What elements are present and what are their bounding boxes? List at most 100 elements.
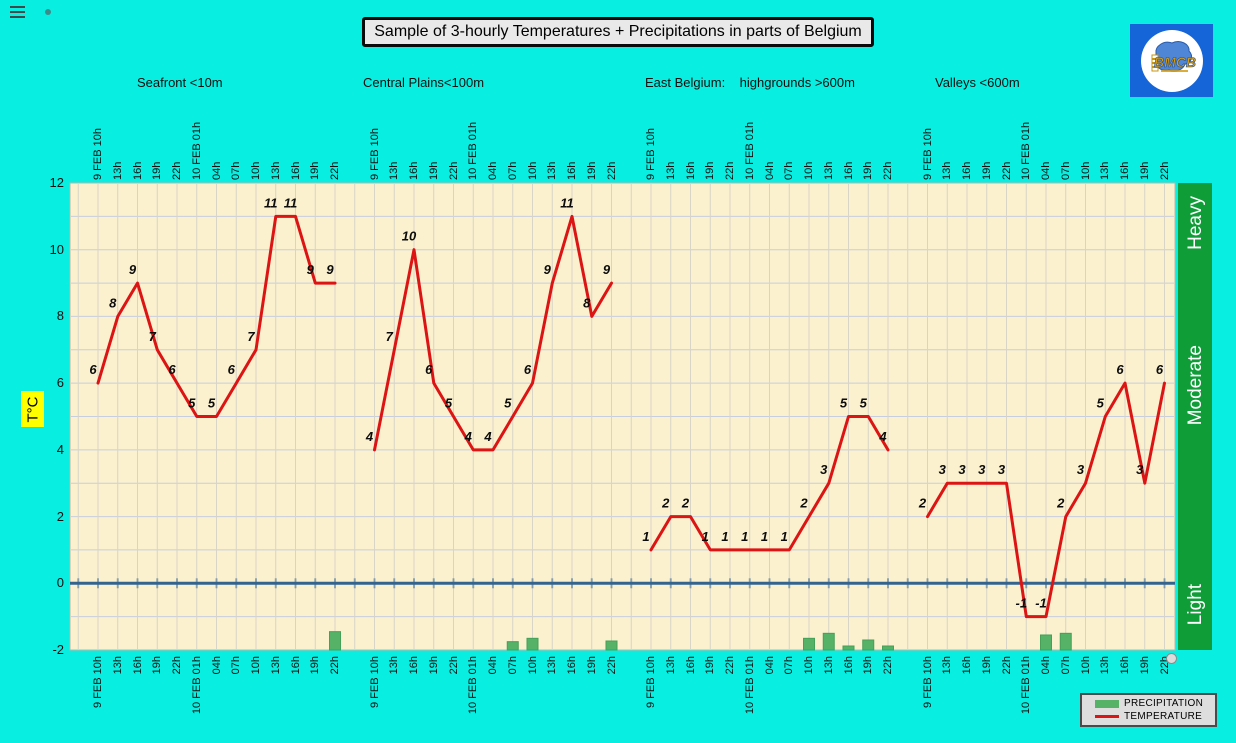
temperature-value-label: 2 [1056, 496, 1065, 511]
hamburger-menu-icon[interactable] [10, 6, 25, 19]
temperature-value-label: 11 [560, 195, 574, 210]
legend-item-precipitation[interactable]: PRECIPITATION [1095, 698, 1211, 709]
y-tick-label: 4 [56, 441, 64, 457]
precipitation-bar [526, 637, 539, 651]
temperature-value-label: 1 [702, 529, 709, 544]
temperature-value-label: 1 [741, 529, 748, 544]
temperature-value-label: 6 [425, 362, 433, 377]
x-tick-label-top: 19h [585, 161, 598, 180]
x-tick-label-bottom: 22h [724, 656, 736, 675]
temperature-value-label: 1 [761, 529, 768, 544]
temperature-value-label: 7 [149, 329, 157, 344]
temperature-value-label: 11 [284, 195, 298, 210]
x-tick-label-bottom: 10 FEB 01h [1020, 656, 1033, 715]
x-tick-label-top: 07h [230, 161, 243, 180]
x-tick-label-top: 13h [546, 161, 559, 180]
temperature-value-label: 8 [583, 295, 591, 310]
temperature-value-label: 4 [878, 429, 887, 444]
x-tick-label-bottom: 13h [546, 656, 559, 675]
temperature-value-label: 2 [918, 496, 927, 511]
precipitation-bar [1059, 632, 1072, 651]
temperature-value-label: 5 [208, 396, 216, 411]
x-tick-label-top: 07h [1059, 161, 1072, 180]
x-tick-label-bottom: 16h [566, 656, 578, 675]
temperature-value-label: 5 [860, 396, 868, 411]
x-tick-label-bottom: 16h [131, 656, 144, 675]
x-tick-label-top: 04h [763, 161, 776, 180]
temperature-value-label: 5 [840, 396, 848, 411]
axis-handle-dot [1166, 653, 1177, 664]
logo-art: BMCB [1151, 40, 1196, 72]
band-label-moderate: Moderate [1185, 345, 1206, 426]
x-tick-label-bottom: 9 FEB 10h [92, 656, 104, 708]
temperature-value-label: 1 [781, 529, 788, 544]
legend-item-temperature[interactable]: TEMPERATURE [1095, 711, 1211, 722]
region-title-seafront: Seafront <10m [137, 75, 223, 90]
x-tick-label-bottom: 10h [1079, 656, 1092, 675]
temperature-value-label: 3 [958, 462, 966, 477]
logo-subtext-line [1160, 69, 1188, 72]
x-tick-label-top: 13h [822, 161, 835, 180]
precipitation-bar [329, 631, 341, 651]
x-tick-label-top: 10 FEB 01h [467, 121, 480, 180]
temperature-value-label: 9 [326, 262, 334, 277]
region-title-valleys: Valleys <600m [935, 75, 1020, 90]
temperature-value-label: 6 [524, 362, 532, 377]
x-tick-label-bottom: 04h [210, 656, 223, 675]
x-tick-label-bottom: 19h [585, 656, 598, 675]
x-tick-label-bottom: 04h [763, 656, 776, 675]
precipitation-bar [605, 640, 618, 651]
x-tick-label-bottom: 16h [289, 656, 302, 675]
temperature-value-label: 6 [89, 362, 97, 377]
x-tick-label-bottom: 07h [230, 656, 243, 675]
temperature-value-label: 5 [188, 396, 196, 411]
temperature-value-label: 5 [1097, 396, 1105, 411]
bmcb-logo: BMCB [1130, 24, 1213, 97]
small-dot-icon [45, 9, 51, 15]
region-title-central-plains: Central Plains<100m [363, 75, 485, 90]
x-tick-label-bottom: 16h [842, 656, 855, 675]
temperature-value-label: 2 [661, 496, 670, 511]
x-tick-label-bottom: 19h [151, 656, 164, 675]
x-tick-label-top: 22h [1000, 161, 1013, 180]
x-tick-label-bottom: 22h [1000, 656, 1013, 675]
x-tick-label-bottom: 13h [1099, 656, 1112, 675]
legend: PRECIPITATION TEMPERATURE [1080, 693, 1217, 727]
x-tick-label-top: 16h [289, 161, 302, 180]
temperature-value-label: 6 [228, 362, 236, 377]
temperature-value-label: 5 [504, 396, 512, 411]
temperature-value-label: -1 [1035, 596, 1047, 611]
x-tick-label-bottom: 9 FEB 10h [921, 656, 934, 708]
x-tick-label-top: 19h [704, 161, 717, 180]
x-tick-label-top: 13h [1099, 161, 1112, 180]
legend-label-temperature: TEMPERATURE [1124, 711, 1203, 722]
x-tick-label-top: 19h [1138, 161, 1151, 180]
temperature-value-label: 3 [1136, 462, 1144, 477]
x-tick-label-bottom: 10h [803, 656, 815, 675]
x-tick-label-bottom: 10h [250, 656, 262, 675]
x-tick-label-top: 16h [961, 161, 973, 180]
x-tick-label-top: 04h [1040, 161, 1052, 180]
y-tick-label: 6 [56, 375, 64, 391]
x-tick-label-bottom: 13h [941, 656, 954, 675]
temperature-value-label: 10 [402, 229, 417, 244]
temperature-value-label: 1 [642, 529, 649, 544]
y-tick-label: 10 [49, 241, 64, 257]
band-label-heavy: Heavy [1185, 196, 1206, 250]
temperature-value-label: 9 [307, 262, 315, 277]
x-tick-label-bottom: 22h [329, 656, 341, 675]
x-tick-label-top: 07h [506, 161, 519, 180]
x-tick-label-top: 19h [427, 161, 440, 180]
x-tick-label-bottom: 13h [269, 656, 282, 675]
x-tick-label-bottom: 10 FEB 01h [467, 656, 480, 715]
temperature-value-label: 8 [109, 295, 117, 310]
x-tick-label-top: 22h [882, 161, 894, 180]
x-tick-label-bottom: 19h [427, 656, 440, 675]
x-tick-label-bottom: 13h [388, 656, 401, 675]
temperature-value-label: 6 [1156, 362, 1164, 377]
x-tick-label-bottom: 9 FEB 10h [368, 656, 381, 708]
temperature-swatch [1095, 715, 1119, 718]
temperature-line [373, 214, 613, 452]
temperature-value-label: 9 [129, 262, 137, 277]
